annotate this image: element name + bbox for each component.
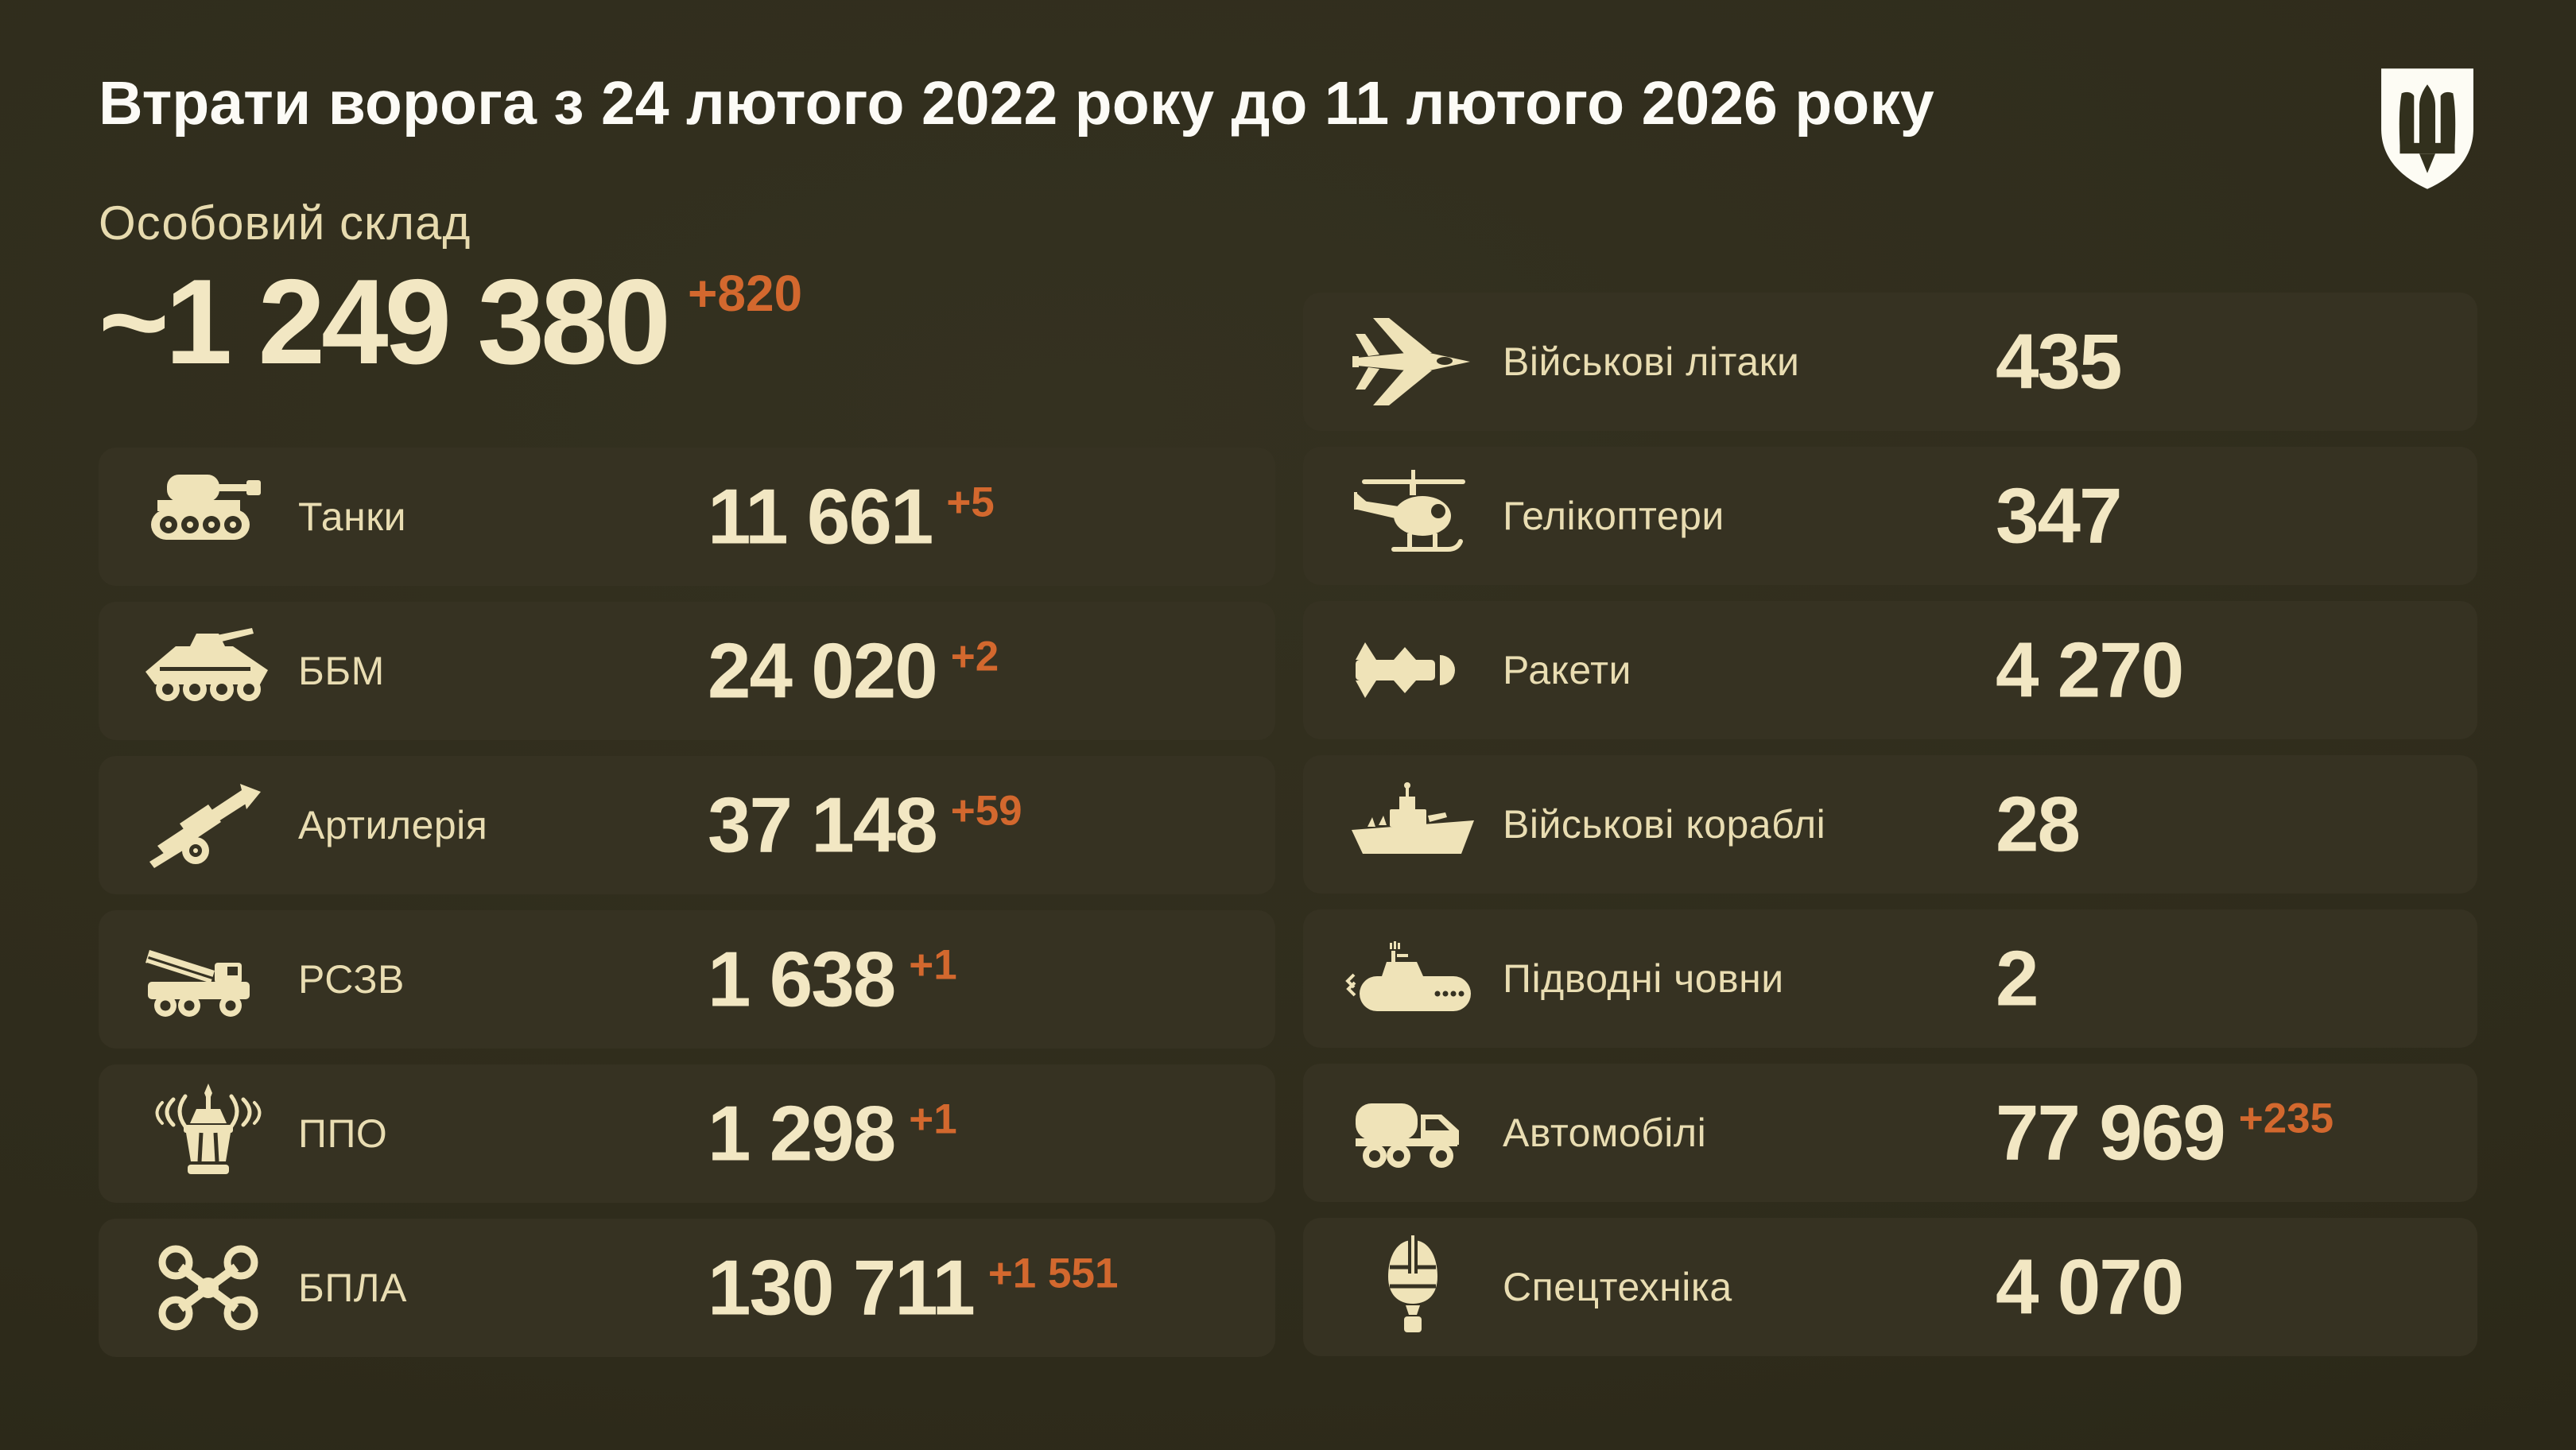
stat-value-wrap: 24 020 +2 — [708, 626, 999, 715]
stat-value-wrap: 435 — [1996, 317, 2123, 405]
stat-label: Військові кораблі — [1503, 802, 1826, 847]
stat-card: БПЛА 130 711 +1 551 — [99, 1219, 1275, 1357]
stat-label: Автомобілі — [1503, 1111, 1707, 1155]
stat-card: Артилерія 37 148 +59 — [99, 756, 1275, 894]
stat-value-wrap: 4 070 — [1996, 1243, 2184, 1331]
stat-value: 1 638 — [708, 935, 896, 1023]
stat-value: 1 298 — [708, 1089, 896, 1177]
right-column: Військові літаки 435 Гелікоптери 347 Ракет… — [1303, 293, 2477, 1356]
stat-value-wrap: 37 148 +59 — [708, 781, 1022, 869]
stat-label: Артилерія — [298, 803, 488, 847]
personnel-row: ~1 249 380 +820 — [99, 254, 803, 390]
stat-card: Танки 11 661 +5 — [99, 448, 1275, 586]
warship-icon — [1341, 770, 1484, 878]
stat-value: 4 070 — [1996, 1243, 2184, 1331]
stat-value-wrap: 4 270 — [1996, 626, 2184, 714]
stat-label: БПЛА — [298, 1266, 407, 1310]
stat-card: Військові кораблі 28 — [1303, 755, 2477, 894]
stat-delta: +1 551 — [987, 1250, 1119, 1297]
stat-card: Підводні човни 2 — [1303, 909, 2477, 1048]
stat-delta: +1 — [909, 941, 957, 989]
page-title: Втрати ворога з 24 лютого 2022 року до 1… — [99, 69, 1934, 138]
stat-value-wrap: 11 661 +5 — [708, 472, 995, 560]
stat-card: ППО 1 298 +1 — [99, 1064, 1275, 1203]
stat-label: Гелікоптери — [1503, 494, 1724, 538]
stat-card: Ракети 4 270 — [1303, 601, 2477, 739]
stat-label: РСЗВ — [298, 957, 405, 1002]
stat-value: 11 661 — [708, 472, 933, 560]
stat-card: Гелікоптери 347 — [1303, 447, 2477, 585]
jet-icon — [1341, 308, 1484, 416]
stat-value: 347 — [1996, 471, 2123, 560]
stat-card: Автомобілі 77 969 +235 — [1303, 1064, 2477, 1202]
submarine-icon — [1341, 925, 1484, 1033]
stat-value: 24 020 — [708, 626, 938, 715]
artillery-icon — [137, 771, 280, 879]
personnel-summary: Особовий склад ~1 249 380 +820 — [99, 196, 803, 390]
stat-value: 28 — [1996, 780, 2081, 868]
armed-forces-emblem-icon — [2372, 67, 2482, 191]
stat-card: ББМ 24 020 +2 — [99, 602, 1275, 740]
stat-delta: +59 — [950, 787, 1022, 835]
stat-label: Ракети — [1503, 648, 1631, 692]
stat-value-wrap: 77 969 +235 — [1996, 1088, 2334, 1177]
stat-delta: +235 — [2238, 1095, 2334, 1142]
stat-label: Спецтехніка — [1503, 1265, 1732, 1309]
personnel-label: Особовий склад — [99, 196, 471, 250]
stat-value: 2 — [1996, 934, 2039, 1022]
stat-value-wrap: 347 — [1996, 471, 2123, 560]
stat-value-wrap: 1 638 +1 — [708, 935, 957, 1023]
stat-value: 130 711 — [708, 1243, 976, 1332]
stat-value: 4 270 — [1996, 626, 2184, 714]
stat-delta: +1 — [909, 1095, 957, 1143]
stat-value-wrap: 1 298 +1 — [708, 1089, 957, 1177]
stat-delta: +2 — [950, 633, 999, 680]
stat-value: 435 — [1996, 317, 2123, 405]
stat-label: Підводні човни — [1503, 956, 1784, 1001]
air-defense-icon — [137, 1080, 280, 1188]
missile-icon — [1341, 616, 1484, 724]
stat-label: Танки — [298, 494, 407, 539]
stat-value: 37 148 — [708, 781, 938, 869]
tank-icon — [137, 463, 280, 571]
drone-icon — [137, 1234, 280, 1342]
stat-card: Військові літаки 435 — [1303, 293, 2477, 431]
left-column: Танки 11 661 +5 ББМ 24 020 +2 Артилерія 37 14… — [99, 448, 1275, 1357]
mlrs-icon — [137, 925, 280, 1033]
special-equipment-icon — [1341, 1233, 1484, 1341]
stat-label: ППО — [298, 1111, 388, 1156]
stat-value-wrap: 28 — [1996, 780, 2081, 868]
truck-icon — [1341, 1079, 1484, 1187]
stat-label: ББМ — [298, 649, 385, 693]
stat-label: Військові літаки — [1503, 339, 1800, 384]
stat-card: РСЗВ 1 638 +1 — [99, 910, 1275, 1049]
helicopter-icon — [1341, 462, 1484, 570]
apc-icon — [137, 617, 280, 725]
stat-value-wrap: 2 — [1996, 934, 2039, 1022]
stat-card: Спецтехніка 4 070 — [1303, 1218, 2477, 1356]
personnel-value: ~1 249 380 — [99, 254, 671, 390]
stat-value-wrap: 130 711 +1 551 — [708, 1243, 1119, 1332]
stat-value: 77 969 — [1996, 1088, 2226, 1177]
personnel-delta: +820 — [687, 265, 803, 322]
stat-delta: +5 — [946, 479, 995, 526]
